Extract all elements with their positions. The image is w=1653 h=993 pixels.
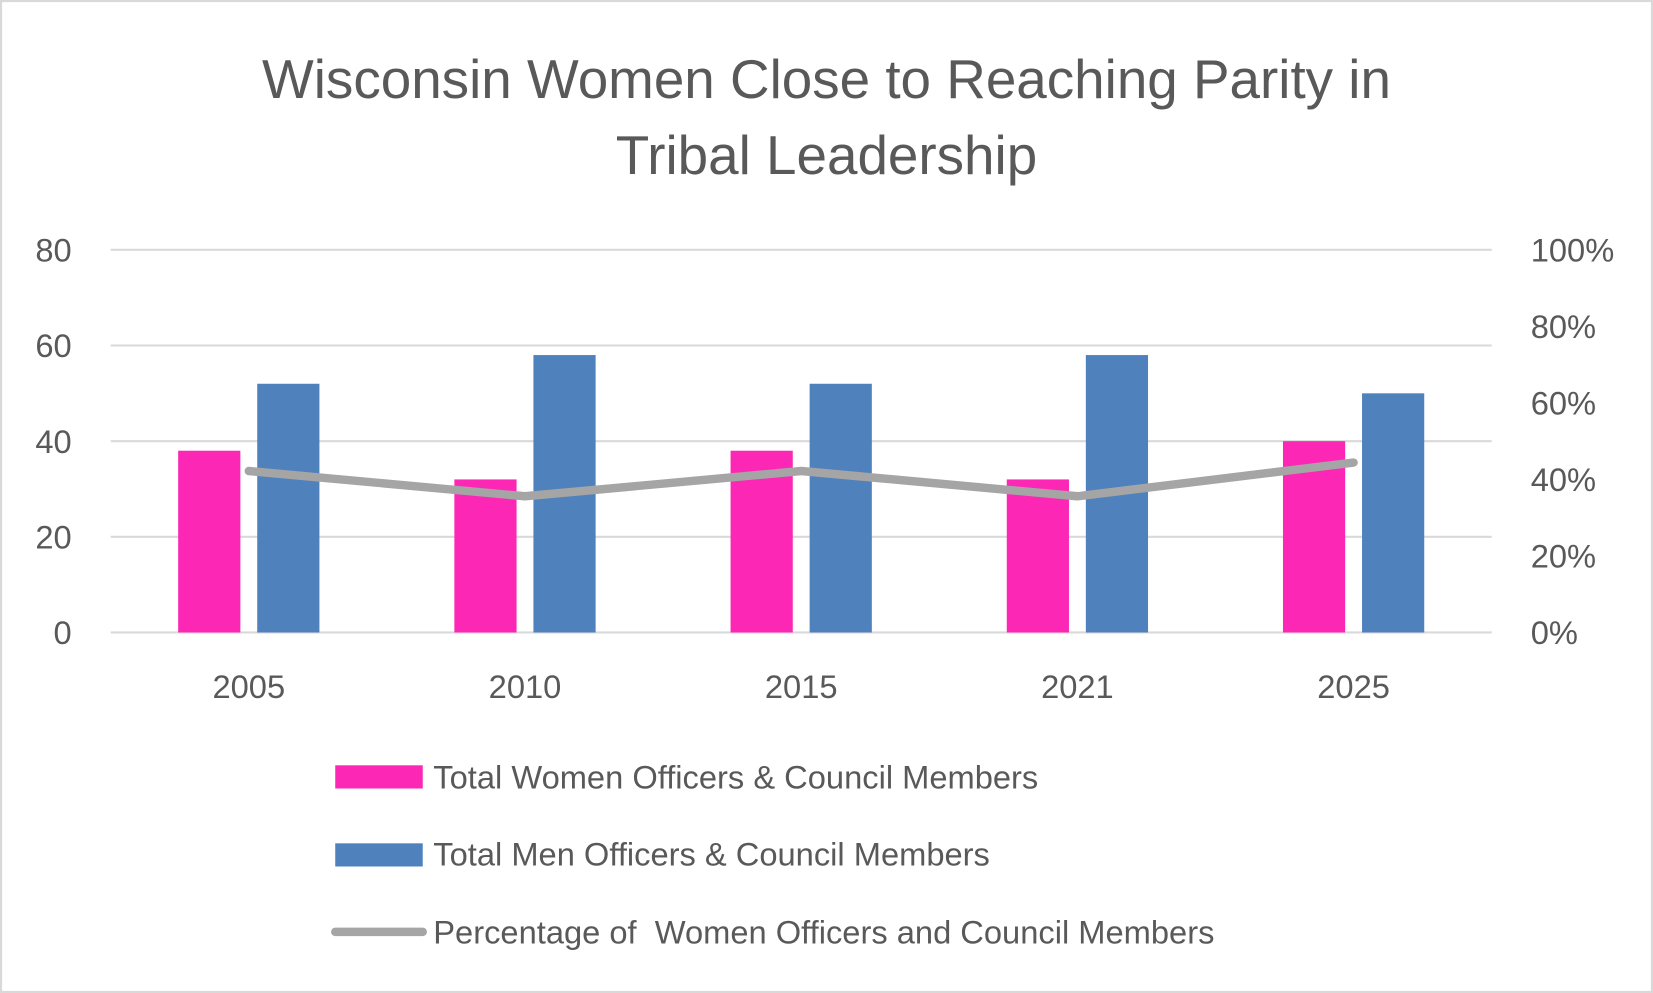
legend: Total Women Officers & Council Members T… (331, 758, 1214, 950)
right-axis-tick-label: 100% (1531, 231, 1615, 268)
legend-label-women: Total Women Officers & Council Members (433, 758, 1038, 795)
bar-men (809, 383, 872, 633)
left-axis-tick-label: 20 (35, 518, 71, 555)
x-axis-tick-label: 2025 (1317, 668, 1390, 705)
left-axis-tick-label: 60 (35, 327, 71, 364)
left-axis-tick-label: 40 (35, 423, 71, 460)
bar-women (178, 450, 241, 633)
bar-men (257, 383, 320, 633)
chart-title-line-1: Wisconsin Women Close to Reaching Parity… (262, 48, 1391, 110)
bar-men (1362, 393, 1425, 633)
legend-swatch-women (335, 765, 423, 789)
chart-title-line-2: Tribal Leadership (616, 124, 1037, 186)
legend-swatch-men (335, 843, 423, 867)
right-axis-tick-label: 40% (1531, 461, 1596, 498)
right-axis-tick-label: 0% (1531, 614, 1578, 651)
left-axis-tick-label: 80 (35, 231, 71, 268)
bar-women (454, 479, 517, 633)
legend-label-percentage: Percentage of Women Officers and Council… (433, 913, 1214, 950)
x-axis-tick-label: 2005 (212, 668, 285, 705)
right-axis-tick-label: 80% (1531, 308, 1596, 345)
bar-women (1006, 479, 1069, 633)
right-axis-tick-label: 20% (1531, 538, 1596, 575)
right-axis-tick-label: 60% (1531, 384, 1596, 421)
bar-women (730, 450, 793, 633)
legend-label-men: Total Men Officers & Council Members (433, 835, 990, 872)
x-axis-tick-label: 2010 (489, 668, 562, 705)
x-axis-tick-label: 2021 (1041, 668, 1114, 705)
left-axis-tick-label: 0 (54, 614, 72, 651)
x-axis-tick-label: 2015 (765, 668, 838, 705)
